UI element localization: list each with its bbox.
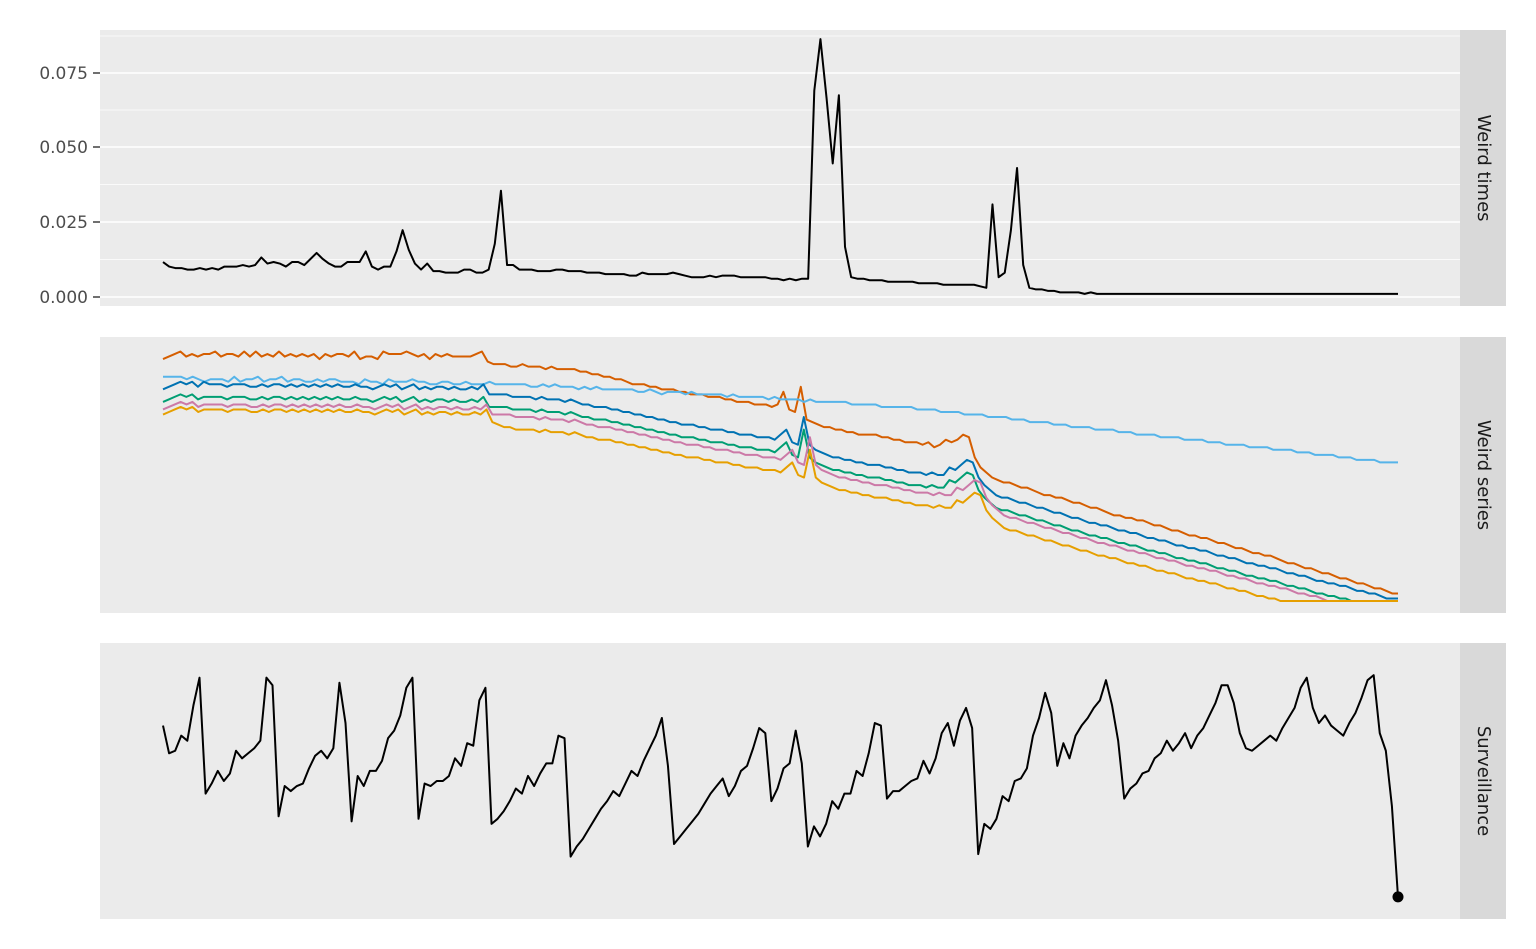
panel-surveillance: Surveillance xyxy=(100,643,1506,919)
series-line-weird-series-1 xyxy=(163,375,1398,464)
series-line-weird-series-4 xyxy=(162,400,1398,602)
y-tick-label-075: 0.075 xyxy=(39,64,88,84)
panel-series-group xyxy=(162,674,1404,903)
y-tick-label-050: 0.050 xyxy=(39,138,88,158)
strip-label-weird-series: Weird series xyxy=(1473,420,1494,530)
strip-background xyxy=(1460,30,1506,306)
series-line-surveillance-0 xyxy=(162,674,1399,897)
y-tick-label-0: 0.000 xyxy=(39,288,88,308)
panel-weird-series: Weird series xyxy=(100,337,1506,613)
series-end-point xyxy=(1392,891,1404,903)
strip-background xyxy=(1460,337,1506,613)
panel-background xyxy=(100,337,1460,613)
series-line-weird-series-0 xyxy=(162,350,1398,595)
series-line-weird-series-2 xyxy=(162,380,1398,600)
panel-background xyxy=(100,30,1460,306)
strip-background xyxy=(1460,643,1506,919)
series-line-weird-times-0 xyxy=(162,38,1398,295)
strip-label-surveillance: Surveillance xyxy=(1473,726,1494,836)
series-line-weird-series-3 xyxy=(162,393,1398,602)
series-line-weird-series-5 xyxy=(162,405,1398,602)
strip-label-weird-times: Weird times xyxy=(1473,114,1494,221)
panel-weird-times: 0.000 0.025 0.050 0.075 Weird times xyxy=(39,30,1506,308)
y-tick-label-025: 0.025 xyxy=(39,213,88,233)
panel-series-group xyxy=(162,350,1398,602)
panel-series-group xyxy=(162,38,1398,295)
